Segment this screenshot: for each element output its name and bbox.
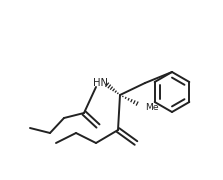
- Text: HN: HN: [93, 78, 107, 88]
- Text: Me: Me: [145, 102, 159, 111]
